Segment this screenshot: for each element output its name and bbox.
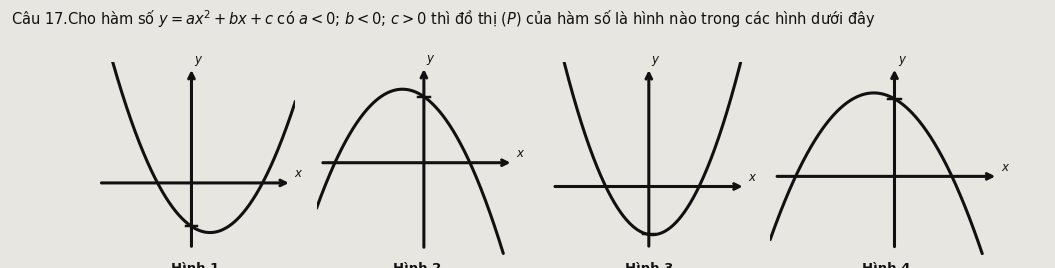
Text: Câu 17.Cho hàm số $y = ax^2 + bx + c$ có $a < 0$; $b < 0$; $c > 0$ thì đồ thị $(: Câu 17.Cho hàm số $y = ax^2 + bx + c$ có…	[11, 8, 875, 30]
Text: Hình 2: Hình 2	[392, 262, 441, 268]
Text: y: y	[898, 53, 905, 66]
Text: x: x	[294, 167, 302, 180]
Text: x: x	[1001, 161, 1009, 174]
Text: Hình 3: Hình 3	[625, 262, 673, 268]
Text: y: y	[652, 53, 658, 66]
Text: x: x	[516, 147, 523, 161]
Text: Hình 1: Hình 1	[171, 262, 219, 268]
Text: y: y	[194, 53, 202, 66]
Text: x: x	[748, 171, 755, 184]
Text: Hình 4: Hình 4	[862, 262, 910, 268]
Text: y: y	[427, 52, 434, 65]
